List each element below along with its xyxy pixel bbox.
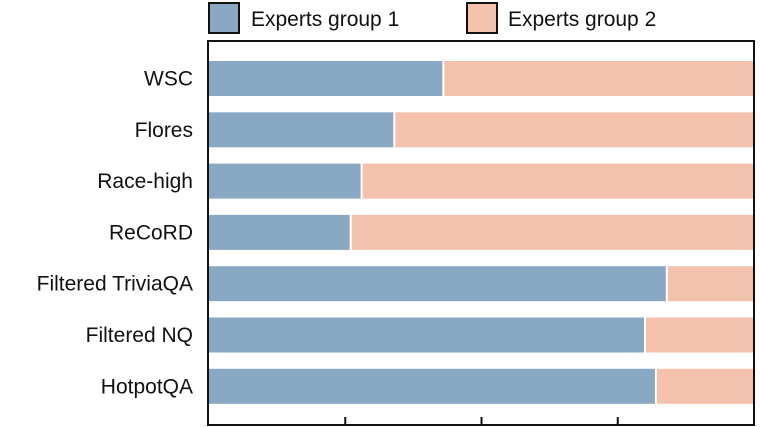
category-label: WSC [144,68,193,91]
bar-hotpotqa-series-1 [209,368,656,404]
legend-swatch-series-2 [466,2,498,34]
bars [209,61,754,404]
legend-label-series-1: Experts group 1 [251,8,399,31]
bar-race-high-series-2 [361,163,754,199]
plot-frame [207,40,755,426]
category-label: Race-high [97,170,193,193]
bar-flores-series-1 [209,112,395,148]
category-label: HotpotQA [101,375,193,398]
category-label: Filtered TriviaQA [37,273,193,296]
category-label: Flores [135,119,193,142]
bar-record-series-2 [350,214,754,250]
bar-record-series-1 [209,214,351,250]
bar-filtered-nq-series-2 [645,317,754,353]
legend-swatch-series-1 [208,2,240,34]
bar-hotpotqa-series-2 [655,368,754,404]
category-label: ReCoRD [109,221,193,244]
bar-flores-series-2 [394,112,754,148]
x-ticks [344,417,619,425]
legend-label-series-2: Experts group 2 [508,8,656,31]
category-label: Filtered NQ [86,324,193,347]
category-labels: WSC Flores Race-high ReCoRD Filtered TriviaQ… [37,68,193,399]
bar-filtered-triviaqa-series-1 [209,266,667,302]
bar-filtered-triviaqa-series-2 [666,266,754,302]
legend: Experts group 1 Experts group 2 [208,2,656,34]
bar-wsc-series-1 [209,61,444,96]
bar-filtered-nq-series-1 [209,317,645,353]
bar-wsc-series-2 [443,61,754,96]
bar-race-high-series-1 [209,163,362,199]
